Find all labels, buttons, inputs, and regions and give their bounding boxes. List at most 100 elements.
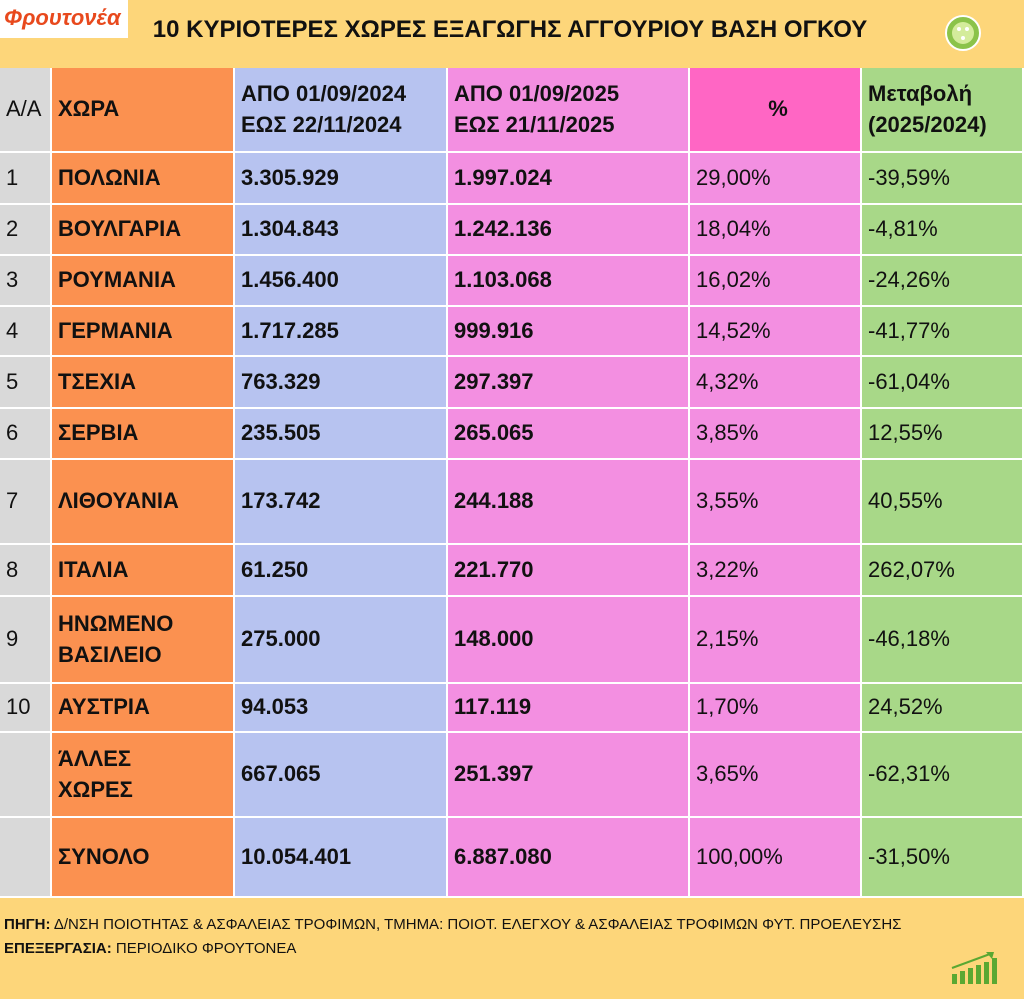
- cell-text: 9: [6, 626, 19, 652]
- table-cell: -39,59%: [862, 153, 1024, 205]
- table-cell: 12,55%: [862, 409, 1024, 460]
- cell-text: 10: [6, 694, 31, 720]
- header-text: ΑΠΟ 01/09/2025: [454, 80, 620, 106]
- cell-text: 1,70%: [696, 694, 759, 720]
- cell-text: ΒΑΣΙΛΕΙΟ: [58, 641, 162, 667]
- table-cell: 1.103.068: [448, 256, 690, 307]
- cell-text: 297.397: [454, 368, 534, 394]
- table-cell: ΣΕΡΒΙΑ: [52, 409, 235, 460]
- header-cell: Α/Α: [0, 68, 52, 153]
- cell-text: -41,77%: [868, 317, 950, 343]
- table-cell: -62,31%: [862, 733, 1024, 818]
- header-text: Μεταβολή: [868, 80, 973, 106]
- cell-text: ΧΩΡΕΣ: [58, 776, 133, 802]
- table-cell: 1.304.843: [235, 205, 448, 256]
- cell-text: ΡΟΥΜΑΝΙΑ: [58, 267, 176, 293]
- cell-text: -31,50%: [868, 843, 950, 869]
- table-cell: ΗΝΩΜΕΝΟ ΒΑΣΙΛΕΙΟ: [52, 597, 235, 684]
- cell-text: 1: [6, 164, 19, 190]
- header-text: ΧΩΡΑ: [58, 96, 120, 122]
- cell-text: 1.997.024: [454, 164, 552, 190]
- table-cell: 275.000: [235, 597, 448, 684]
- cell-text: 6.887.080: [454, 843, 552, 869]
- table-cell: 1.242.136: [448, 205, 690, 256]
- cell-text: ΆΛΛΕΣ: [58, 745, 132, 771]
- table-cell: 265.065: [448, 409, 690, 460]
- table-cell: ΠΟΛΩΝΙΑ: [52, 153, 235, 205]
- header-text: Α/Α: [6, 96, 42, 122]
- cell-text: 1.103.068: [454, 267, 552, 293]
- cell-text: ΛΙΘΟΥΑΝΙΑ: [58, 488, 179, 514]
- cell-text: 148.000: [454, 626, 534, 652]
- processing-line: ΕΠΕΞΕΡΓΑΣΙΑ: ΠΕΡΙΟΔΙΚΟ ΦΡΟΥΤΟΝΕΑ: [4, 940, 296, 957]
- title: 10 ΚΥΡΙΟΤΕΡΕΣ ΧΩΡΕΣ ΕΞΑΓΩΓΗΣ ΑΓΓΟΥΡΙΟΥ Β…: [152, 16, 868, 43]
- cell-text: 1.304.843: [241, 216, 339, 242]
- table-cell: 29,00%: [690, 153, 862, 205]
- table-cell: -41,77%: [862, 307, 1024, 357]
- source-text: Δ/ΝΣΗ ΠΟΙΟΤΗΤΑΣ & ΑΣΦΑΛΕΙΑΣ ΤΡΟΦΙΜΩΝ, ΤΜ…: [50, 916, 902, 933]
- table-cell: 10.054.401: [235, 818, 448, 898]
- source-line: ΠΗΓΗ: Δ/ΝΣΗ ΠΟΙΟΤΗΤΑΣ & ΑΣΦΑΛΕΙΑΣ ΤΡΟΦΙΜ…: [4, 916, 901, 933]
- cell-text: -24,26%: [868, 267, 950, 293]
- table-cell: 18,04%: [690, 205, 862, 256]
- table-cell: 61.250: [235, 545, 448, 597]
- cell-text: 94.053: [241, 694, 309, 720]
- processing-label: ΕΠΕΞΕΡΓΑΣΙΑ:: [4, 940, 112, 957]
- table-cell: 6: [0, 409, 52, 460]
- source-label: ΠΗΓΗ:: [4, 916, 51, 933]
- cell-text: -62,31%: [868, 761, 950, 787]
- table-cell: 4: [0, 307, 52, 357]
- table-cell: ΡΟΥΜΑΝΙΑ: [52, 256, 235, 307]
- cell-text: 2,15%: [696, 626, 759, 652]
- cell-text: 3,85%: [696, 420, 759, 446]
- cell-text: ΓΕΡΜΑΝΙΑ: [58, 317, 173, 343]
- cell-text: 3: [6, 267, 19, 293]
- cell-text: ΗΝΩΜΕΝΟ: [58, 610, 174, 636]
- header-text: ΕΩΣ 22/11/2024: [241, 111, 402, 137]
- table-cell: 999.916: [448, 307, 690, 357]
- header-text: (2025/2024): [868, 111, 987, 137]
- cell-text: 18,04%: [696, 216, 771, 242]
- table-cell: 3,85%: [690, 409, 862, 460]
- cell-text: -39,59%: [868, 164, 950, 190]
- cell-text: ΙΤΑΛΙΑ: [58, 556, 129, 582]
- cell-text: 1.242.136: [454, 216, 552, 242]
- header-cell: ΧΩΡΑ: [52, 68, 235, 153]
- table-cell: 4,32%: [690, 357, 862, 409]
- table-cell: -31,50%: [862, 818, 1024, 898]
- cell-text: 117.119: [454, 694, 532, 720]
- table-cell: ΙΤΑΛΙΑ: [52, 545, 235, 597]
- cell-text: ΠΟΛΩΝΙΑ: [58, 164, 161, 190]
- cell-text: ΣΕΡΒΙΑ: [58, 420, 139, 446]
- cell-text: 40,55%: [868, 488, 943, 514]
- cell-text: 763.329: [241, 368, 321, 394]
- cell-text: 4,32%: [696, 368, 759, 394]
- table-cell: 5: [0, 357, 52, 409]
- cell-text: 3,55%: [696, 488, 759, 514]
- cell-text: 1.456.400: [241, 267, 339, 293]
- table-cell: 8: [0, 545, 52, 597]
- table-cell: 1,70%: [690, 684, 862, 733]
- cell-text: 235.505: [241, 420, 321, 446]
- cell-text: 667.065: [241, 761, 321, 787]
- table-cell: -24,26%: [862, 256, 1024, 307]
- cell-text: 251.397: [454, 761, 534, 787]
- table-cell: 10: [0, 684, 52, 733]
- table-cell: [0, 818, 52, 898]
- table-cell: 251.397: [448, 733, 690, 818]
- table-cell: 24,52%: [862, 684, 1024, 733]
- cell-text: 265.065: [454, 420, 534, 446]
- header-cell: ΑΠΟ 01/09/2024 ΕΩΣ 22/11/2024: [235, 68, 448, 153]
- table-cell: 297.397: [448, 357, 690, 409]
- table-cell: 262,07%: [862, 545, 1024, 597]
- cell-text: 1.717.285: [241, 317, 339, 343]
- table-cell: -4,81%: [862, 205, 1024, 256]
- table-cell: 1.997.024: [448, 153, 690, 205]
- cell-text: ΒΟΥΛΓΑΡΙΑ: [58, 216, 182, 242]
- table-cell: 16,02%: [690, 256, 862, 307]
- cell-text: 16,02%: [696, 267, 771, 293]
- cell-text: 100,00%: [696, 843, 783, 869]
- cell-text: 262,07%: [868, 556, 955, 582]
- cell-text: 3,22%: [696, 556, 759, 582]
